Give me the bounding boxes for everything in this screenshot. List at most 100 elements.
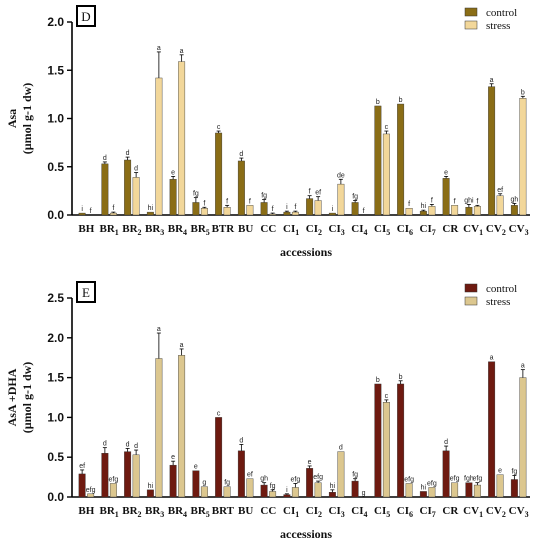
significance-label: e — [171, 454, 175, 461]
bar-stress-bu — [246, 205, 254, 216]
significance-label: ef — [247, 472, 253, 479]
significance-label: f — [203, 200, 205, 207]
bar-stress-ci7 — [428, 206, 436, 216]
bar-control-br5 — [192, 202, 200, 216]
category-label-cv3: CV3 — [509, 505, 529, 519]
bar-control-br2 — [124, 451, 132, 498]
bar-control-bu — [237, 450, 245, 498]
significance-label: efg — [291, 476, 301, 483]
category-label-cr: CR — [442, 505, 459, 517]
bar-control-cv3 — [510, 479, 518, 498]
category-label-ci2: CI2 — [306, 505, 322, 519]
bar-control-cv1 — [465, 482, 473, 498]
category-label-br5: BR5 — [190, 223, 209, 237]
significance-label: d — [126, 441, 130, 448]
bar-stress-br1 — [109, 212, 117, 216]
bar-control-ci6 — [397, 103, 405, 216]
significance-label: d — [339, 445, 343, 452]
panel-letter: E — [82, 285, 90, 300]
significance-label: b — [376, 99, 380, 106]
bar-control-ci5 — [374, 105, 382, 216]
significance-label: a — [490, 355, 494, 362]
bar-control-cr — [442, 450, 450, 498]
y-tick-label: 0.0 — [47, 490, 64, 504]
significance-label: f — [112, 205, 114, 212]
bar-control-ci6 — [397, 383, 405, 498]
y-tick-label: 1.5 — [47, 371, 64, 385]
significance-label: fg — [352, 194, 358, 201]
significance-label: a — [180, 48, 184, 55]
significance-label: c — [217, 410, 221, 417]
y-tick-label: 1.0 — [47, 112, 64, 126]
category-label-br2: BR2 — [122, 223, 141, 237]
significance-label: e — [498, 468, 502, 475]
category-label-cv1: CV1 — [463, 505, 483, 519]
bar-stress-cc — [269, 213, 277, 216]
category-label-cc: CC — [260, 223, 276, 235]
y-axis-title: AsA +DHA — [5, 368, 19, 426]
category-label-br1: BR1 — [99, 505, 118, 519]
category-label-ci5: CI5 — [374, 505, 390, 519]
significance-label: hi — [330, 483, 336, 490]
bar-control-ci3 — [328, 492, 336, 498]
category-label-btr: BTR — [212, 223, 236, 235]
y-axis-subtitle: (µmol g-1 dw) — [20, 83, 34, 155]
bar-stress-brt — [223, 486, 231, 498]
significance-label: f — [294, 204, 296, 211]
y-tick-label: 2.0 — [47, 15, 64, 29]
category-label-bu: BU — [238, 505, 253, 517]
y-tick-label: 1.0 — [47, 410, 64, 424]
bar-control-cr — [442, 178, 450, 216]
category-label-br2: BR2 — [122, 505, 141, 519]
bar-stress-br5 — [200, 208, 208, 216]
significance-label: d — [239, 437, 243, 444]
legend-label-stress: stress — [486, 296, 510, 308]
bar-control-cv3 — [510, 205, 518, 216]
y-axis-title: Asa — [5, 109, 19, 128]
significance-label: f — [309, 189, 311, 196]
category-label-bh: BH — [78, 505, 94, 517]
significance-label: g — [362, 490, 366, 497]
significance-label: f — [249, 198, 251, 205]
bar-stress-ci7 — [428, 487, 436, 498]
bar-stress-ci5 — [382, 133, 390, 216]
significance-label: hi — [421, 484, 427, 491]
bar-stress-br3 — [155, 358, 163, 498]
category-label-cv2: CV2 — [486, 505, 506, 519]
bar-stress-cr — [451, 482, 459, 498]
bar-control-ci4 — [351, 480, 359, 498]
category-label-ci4: CI4 — [351, 223, 367, 237]
bar-control-br5 — [192, 470, 200, 498]
category-label-ci1: CI1 — [283, 505, 299, 519]
significance-label: fg — [261, 193, 267, 200]
category-label-ci7: CI7 — [420, 223, 436, 237]
significance-label: ef — [79, 463, 85, 470]
category-label-ci3: CI3 — [329, 505, 345, 519]
bar-stress-bu — [246, 478, 254, 498]
y-tick-label: 2.5 — [47, 291, 64, 305]
legend-label-control: control — [486, 7, 517, 19]
significance-label: fg — [352, 472, 358, 479]
category-label-br3: BR3 — [145, 223, 164, 237]
significance-label: f — [408, 201, 410, 208]
significance-label: i — [286, 204, 288, 211]
bar-stress-br3 — [155, 77, 163, 216]
chart-panel-e: 0.0 0.5 1.0 1.5 2.0 2.5 AsA +DHA (µmol g-1 dw) E… — [5, 281, 530, 541]
significance-label: e — [444, 169, 448, 176]
significance-label: d — [444, 439, 448, 446]
bar-control-cc — [260, 202, 268, 216]
panel-letter: D — [81, 9, 90, 24]
category-label-ci7: CI7 — [420, 505, 436, 519]
bar-control-br1 — [101, 163, 109, 216]
bar-stress-cv2 — [496, 195, 504, 216]
bar-stress-cv1 — [473, 484, 481, 498]
bar-control-br3 — [146, 211, 154, 216]
bar-control-ci3 — [328, 212, 336, 216]
significance-label: b — [399, 97, 403, 104]
significance-label: f — [226, 198, 228, 205]
category-label-brt: BRT — [212, 505, 235, 517]
significance-label: hi — [421, 203, 427, 210]
significance-label: a — [157, 326, 161, 333]
category-label-br4: BR4 — [168, 505, 187, 519]
